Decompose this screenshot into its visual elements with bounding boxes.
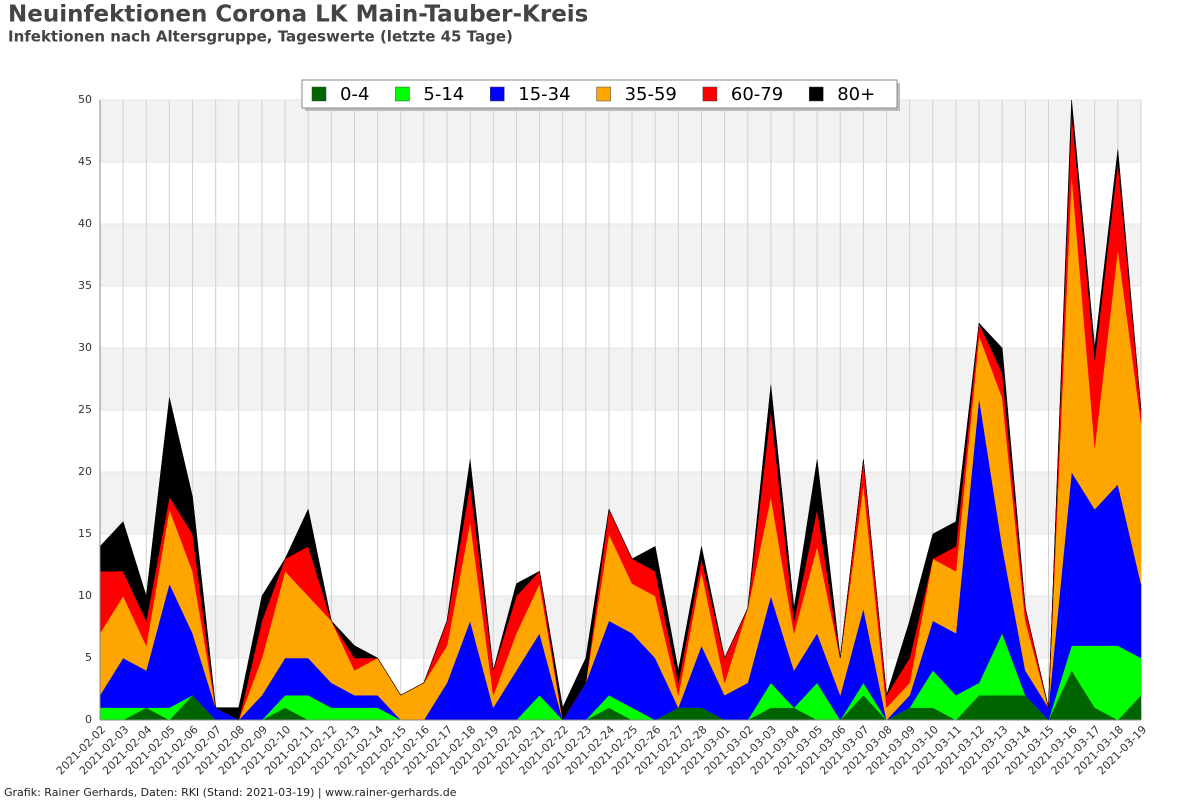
chart-title: Neuinfektionen Corona LK Main-Tauber-Kre… (8, 2, 588, 28)
chart-subtitle: Infektionen nach Altersgruppe, Tageswert… (8, 28, 513, 46)
footer: Grafik: Rainer Gerhards, Daten: RKI (Sta… (4, 786, 457, 799)
y-tick-label: 35 (78, 279, 92, 292)
legend: 0-4 5-14 15-34 35-59 60-79 80+ (301, 79, 900, 111)
y-tick-label: 45 (78, 155, 92, 168)
grid-band (100, 224, 1141, 286)
legend-label: 35-59 (625, 84, 677, 105)
area (99, 99, 1142, 721)
y-tick-label: 40 (78, 217, 92, 230)
legend-swatch (490, 86, 505, 102)
y-tick-label: 30 (78, 341, 92, 354)
y-tick-label: 25 (78, 403, 92, 416)
y-tick-label: 20 (78, 465, 92, 478)
legend-label: 80+ (837, 84, 875, 105)
legend-swatch (808, 86, 824, 102)
legend-label: 5-14 (423, 84, 464, 105)
legend-label: 15-34 (518, 84, 570, 105)
legend-swatch (311, 86, 327, 102)
y-tick-label: 10 (78, 589, 92, 602)
legend-label: 60-79 (731, 84, 783, 105)
grid-band (100, 348, 1141, 410)
y-tick-label: 0 (85, 713, 92, 726)
legend-swatch (596, 86, 611, 102)
y-tick-label: 5 (85, 651, 92, 664)
legend-label: 0-4 (340, 84, 369, 105)
y-tick-label: 15 (78, 527, 92, 540)
y-tick-label: 50 (78, 93, 92, 106)
legend-swatch (702, 86, 718, 102)
legend-swatch (395, 86, 410, 102)
